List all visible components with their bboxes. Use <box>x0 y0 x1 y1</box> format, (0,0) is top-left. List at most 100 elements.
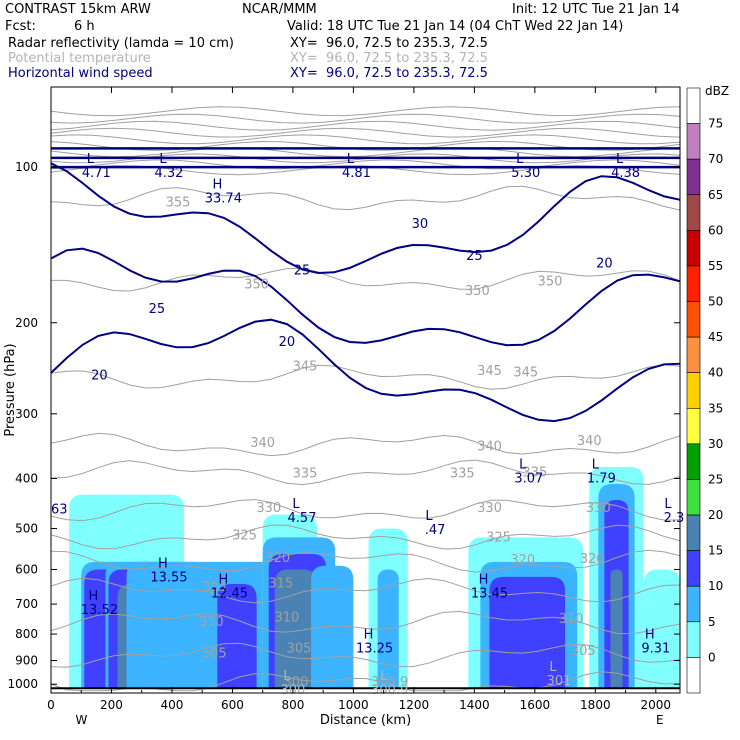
colorbar-swatch <box>686 265 701 302</box>
extremum-value: 3.07 <box>514 472 543 487</box>
extremum-value: 13.52 <box>81 603 118 618</box>
extremum-kind: L <box>592 458 600 473</box>
theta-label: 325 <box>486 530 511 545</box>
theta-isoline-325 <box>51 524 680 550</box>
extremum-value: 33.74 <box>205 192 242 207</box>
extremum-kind: H <box>479 572 489 587</box>
theta-isoline-345 <box>51 364 680 390</box>
extremum-value: 4.57 <box>288 511 317 526</box>
colorbar-swatch <box>686 194 701 231</box>
extremum-kind: L <box>87 152 95 167</box>
x-end-label-east: E <box>656 713 664 727</box>
extremum-kind: H <box>212 178 222 193</box>
extremum-kind: L <box>347 152 355 167</box>
wind-label: 20 <box>279 335 296 350</box>
colorbar-level-label: 60 <box>708 223 723 237</box>
theta-label: 335 <box>522 465 547 480</box>
extremum-kind: L <box>664 497 672 512</box>
colorbar-swatch <box>686 443 701 480</box>
colorbar-level-label: 5 <box>708 615 716 629</box>
extremum-kind: L <box>292 497 300 512</box>
colorbar-level-label: 0 <box>708 650 716 664</box>
theta-label: 350 <box>244 277 269 292</box>
wind-isoline-25 <box>51 247 680 347</box>
field-3-name: Horizontal wind speed <box>8 66 153 81</box>
x-tick-label: 600 <box>221 698 244 712</box>
wind-label: 20 <box>91 368 108 383</box>
x-tick-label: 200 <box>100 698 123 712</box>
theta-label: 315 <box>268 577 293 592</box>
colorbar-swatch <box>686 230 701 267</box>
y-tick-label: 800 <box>15 627 38 641</box>
colorbar-swatch <box>686 479 701 516</box>
theta-label: 345 <box>293 359 318 374</box>
x-tick-label: 1800 <box>580 698 611 712</box>
x-tick-label: 800 <box>281 698 304 712</box>
reflectivity-cell-20dbz <box>610 569 623 689</box>
theta-label: 325 <box>232 528 257 543</box>
valid-time: Valid: 18 UTC Tue 21 Jan 14 (04 ChT Wed … <box>287 19 624 34</box>
colorbar-swatch <box>686 87 701 124</box>
y-tick-label: 400 <box>15 471 38 485</box>
theta-isoline-315 <box>51 577 680 604</box>
theta-label: 315 <box>202 580 227 595</box>
theta-label: 340 <box>477 439 502 454</box>
wind-label: 25 <box>466 249 483 264</box>
extremum-value: 301 <box>547 674 572 689</box>
theta-label: 305 <box>287 641 312 656</box>
extremum-value: 13.55 <box>150 570 187 585</box>
theta-isoline-320 <box>51 549 680 573</box>
theta-isoline-330 <box>51 499 680 522</box>
axes-layer: 0 200 400 600 800 1000 1200 1400 1600 1800 2000 100… <box>3 86 681 728</box>
colorbar-swatch <box>686 585 701 623</box>
extremum-value: .47 <box>425 523 446 538</box>
extremum-kind: H <box>158 556 168 571</box>
theta-label: 305 <box>571 644 596 659</box>
reflectivity-cell-5dbz <box>643 569 680 689</box>
extremum-value: 1.79 <box>587 472 616 487</box>
extremum-kind: L <box>159 152 167 167</box>
theta-label: 340 <box>577 434 602 449</box>
wind-isoline-30 <box>51 162 680 275</box>
x-tick-label: 1200 <box>399 698 430 712</box>
theta-label: 330 <box>256 501 281 516</box>
theta-isoline-305 <box>51 642 680 668</box>
extremum-kind: L <box>616 152 624 167</box>
theta-isoline-upper <box>51 159 680 170</box>
plot-frame <box>50 86 681 694</box>
x-tick-label: 1600 <box>520 698 551 712</box>
init-time: Init: 12 UTC Tue 21 Jan 14 <box>512 2 680 17</box>
theta-isoline-335 <box>51 459 680 486</box>
x-tick-label: 0 <box>47 698 55 712</box>
theta-label: 350 <box>465 284 490 299</box>
fcst-value: 6 h <box>74 19 95 34</box>
reflectivity-cell-15dbz <box>489 576 566 689</box>
theta-label: 335 <box>293 467 318 482</box>
theta-label: 310 <box>199 615 224 630</box>
field-2-name: Potential temperature <box>8 51 151 66</box>
colorbar-level-label: 75 <box>708 117 723 131</box>
theta-isoline-310 <box>51 610 680 635</box>
field-3-xy: XY= 96.0, 72.5 to 235.3, 72.5 <box>290 66 488 81</box>
theta-label: 310 <box>274 611 299 626</box>
extremum-kind: H <box>364 627 374 642</box>
extremum-value: 13.25 <box>356 641 393 656</box>
theta-label: 320 <box>580 552 605 567</box>
extremum-value: 12.45 <box>211 586 248 601</box>
theta-label: 310 <box>559 612 584 627</box>
theta-label: 350 <box>538 275 563 290</box>
colorbar-level-label: 55 <box>708 259 723 273</box>
extremum-value: 4.71 <box>82 166 111 181</box>
colorbar-unit: dBZ <box>705 84 729 98</box>
theta-isoline-upper <box>51 134 680 145</box>
reflectivity-cell-15dbz <box>217 583 257 689</box>
extremum-kind: H <box>88 589 98 604</box>
extremum-value: 4.32 <box>154 166 183 181</box>
extremum-kind: L <box>425 509 433 524</box>
colorbar-level-label: 10 <box>708 579 723 593</box>
theta-label: 300.9 <box>371 675 408 690</box>
y-tick-label: 1000 <box>7 677 38 691</box>
theta-isoline-340 <box>51 432 680 457</box>
reflectivity-layer <box>69 466 680 689</box>
